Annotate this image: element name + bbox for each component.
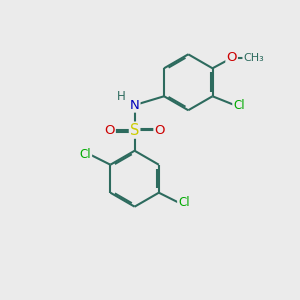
Text: O: O (226, 51, 237, 64)
Text: Cl: Cl (233, 99, 245, 112)
Text: CH₃: CH₃ (243, 53, 264, 63)
Text: S: S (130, 123, 139, 138)
Text: Cl: Cl (178, 196, 190, 209)
Text: O: O (154, 124, 165, 136)
Text: H: H (117, 90, 126, 103)
Text: Cl: Cl (80, 148, 91, 161)
Text: N: N (130, 99, 140, 112)
Text: O: O (104, 124, 115, 136)
